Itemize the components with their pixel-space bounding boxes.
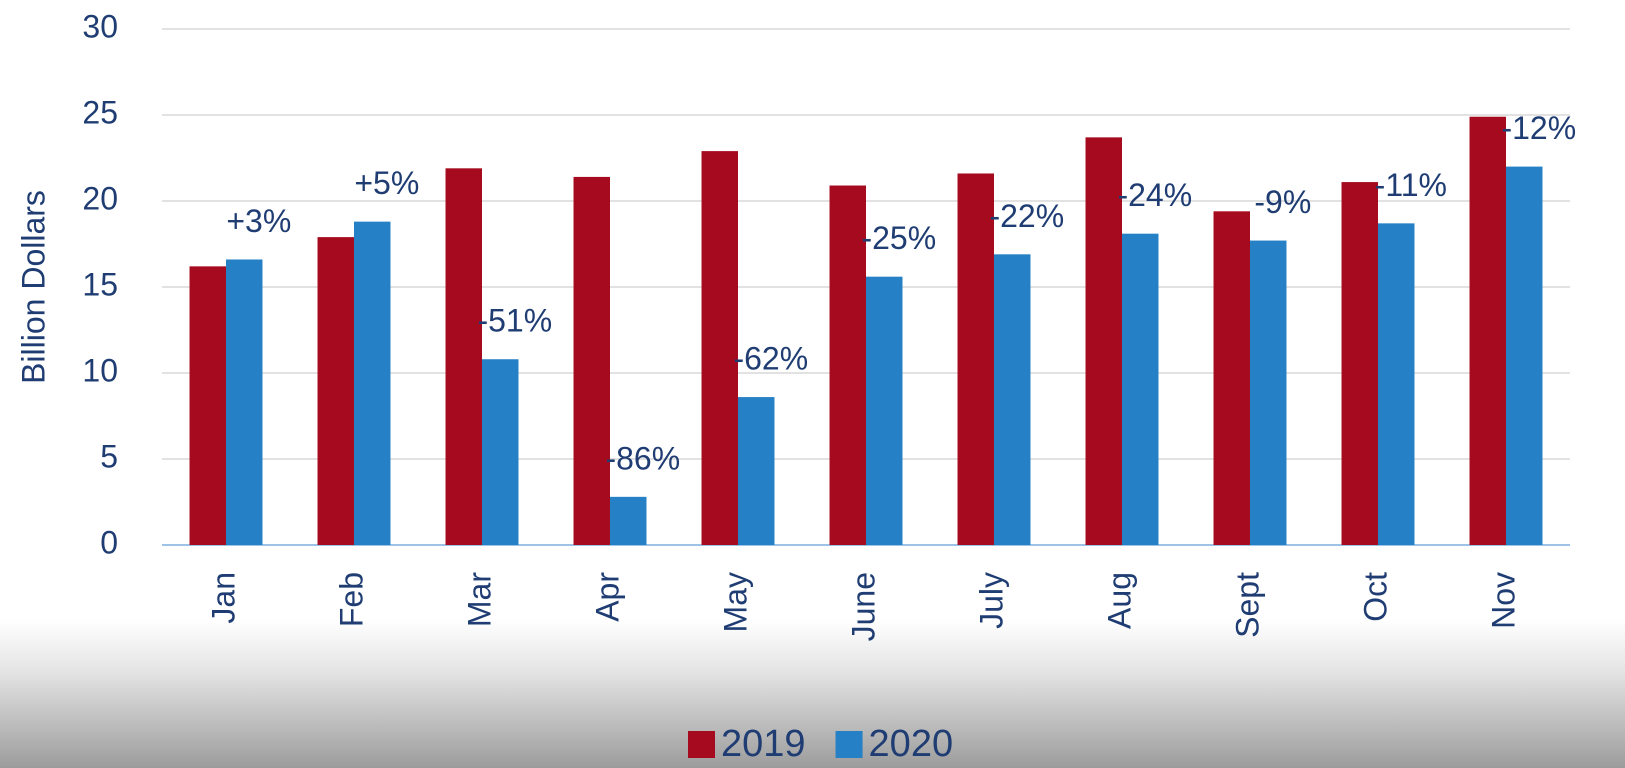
- bar: [226, 259, 262, 545]
- annotation: +5%: [354, 165, 419, 201]
- bar: [610, 497, 646, 545]
- legend-label: 2019: [721, 723, 806, 765]
- x-tick-label: Sept: [1229, 572, 1265, 638]
- annotation: -86%: [605, 440, 680, 476]
- bar: [866, 277, 902, 545]
- y-tick-label: 30: [82, 8, 118, 44]
- bar: [446, 168, 482, 545]
- chart: Billion Dollars 0 5 10 15 20 25 30 Jan +3% Feb +5%…: [0, 0, 1625, 768]
- bar: [1250, 241, 1286, 545]
- x-tick-label: Feb: [333, 572, 369, 627]
- annotation: -25%: [861, 220, 936, 256]
- bar: [1470, 117, 1506, 545]
- x-tick-label: Aug: [1101, 572, 1137, 629]
- legend-label: 2020: [869, 723, 954, 765]
- annotation: -51%: [477, 303, 552, 339]
- bar: [190, 266, 226, 545]
- x-tick-label: Apr: [589, 572, 625, 622]
- bar: [574, 177, 610, 545]
- x-tick-label: May: [717, 572, 753, 632]
- legend-swatch: [688, 731, 715, 758]
- bar: [1506, 167, 1542, 545]
- annotation: -11%: [1375, 167, 1447, 203]
- bar: [1342, 182, 1378, 545]
- annotation: -24%: [1117, 177, 1192, 213]
- bar: [354, 222, 390, 545]
- background-field: [0, 620, 1625, 768]
- bar: [482, 359, 518, 545]
- bar: [318, 237, 354, 545]
- annotation: -22%: [989, 198, 1064, 234]
- x-tick-label: June: [845, 572, 881, 641]
- x-tick-label: Oct: [1357, 572, 1393, 622]
- x-tick-label: Mar: [461, 572, 497, 627]
- y-tick-label: 15: [82, 266, 118, 302]
- legend-swatch: [836, 731, 863, 758]
- y-tick-label: 0: [100, 524, 118, 560]
- bar: [994, 254, 1030, 545]
- y-tick-label: 25: [82, 94, 118, 130]
- y-tick-label: 20: [82, 180, 118, 216]
- bar: [1214, 211, 1250, 545]
- annotation: +3%: [226, 203, 291, 239]
- y-axis-title: Billion Dollars: [15, 190, 51, 384]
- bar: [738, 397, 774, 545]
- bar: [1378, 223, 1414, 545]
- annotation: -62%: [733, 341, 808, 377]
- bar: [1122, 234, 1158, 545]
- x-tick-label: Nov: [1485, 572, 1521, 629]
- annotation: -9%: [1254, 184, 1311, 220]
- x-tick-label: July: [973, 572, 1009, 629]
- x-tick-label: Jan: [205, 572, 241, 624]
- y-tick-label: 10: [82, 352, 118, 388]
- y-tick-label: 5: [100, 438, 118, 474]
- annotation: -12%: [1501, 110, 1576, 146]
